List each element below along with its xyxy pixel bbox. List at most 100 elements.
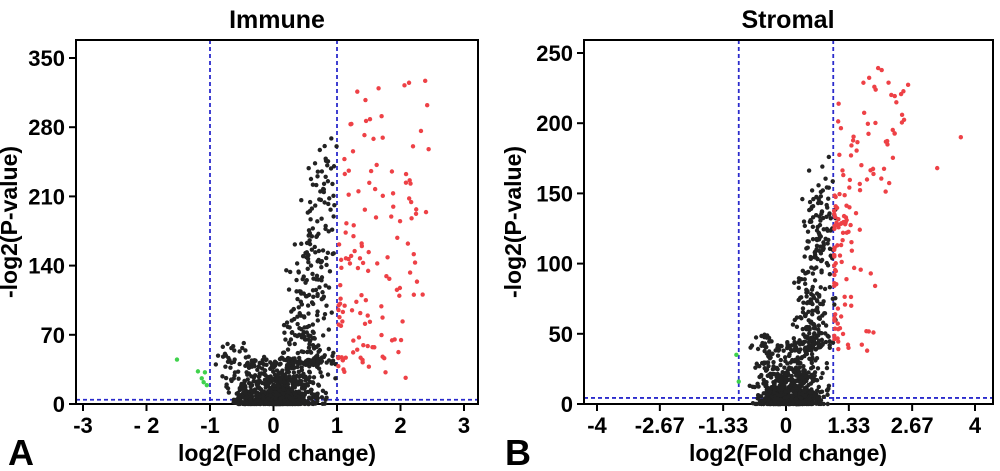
- up-regulated-point: [838, 242, 844, 248]
- not-significant-point: [810, 355, 815, 361]
- not-significant-point: [775, 353, 781, 358]
- not-significant-point: [282, 398, 287, 404]
- not-significant-point: [244, 394, 250, 399]
- not-significant-point: [291, 307, 296, 312]
- not-significant-point: [812, 373, 817, 378]
- up-regulated-point: [901, 117, 907, 123]
- not-significant-point: [810, 400, 815, 406]
- up-regulated-point: [362, 207, 368, 212]
- not-significant-point: [256, 385, 261, 391]
- y-tick-label: 50: [549, 322, 573, 347]
- up-regulated-point: [847, 177, 853, 183]
- not-significant-point: [324, 255, 329, 261]
- up-regulated-point: [857, 188, 863, 193]
- not-significant-point: [802, 281, 808, 287]
- not-significant-point: [811, 345, 816, 350]
- not-significant-point: [810, 301, 815, 307]
- not-significant-point: [804, 378, 809, 384]
- not-significant-point: [762, 366, 767, 371]
- not-significant-point: [271, 401, 276, 406]
- not-significant-point: [820, 247, 826, 253]
- up-regulated-point: [408, 199, 414, 205]
- not-significant-point: [295, 321, 300, 327]
- not-significant-point: [763, 384, 768, 389]
- up-regulated-point: [346, 192, 351, 197]
- not-significant-point: [305, 266, 310, 271]
- not-significant-point: [813, 212, 819, 218]
- not-significant-point: [821, 394, 826, 399]
- not-significant-point: [303, 294, 309, 299]
- not-significant-point: [292, 242, 298, 247]
- not-significant-point: [294, 373, 300, 379]
- up-regulated-point: [872, 84, 877, 90]
- up-regulated-point: [403, 171, 409, 177]
- not-significant-point: [817, 316, 823, 322]
- up-regulated-point: [879, 176, 884, 181]
- up-regulated-point: [384, 274, 389, 279]
- immune-plot-frame: [75, 39, 479, 405]
- not-significant-point: [813, 255, 819, 260]
- not-significant-point: [292, 341, 297, 347]
- not-significant-point: [826, 196, 831, 201]
- down-regulated-point: [736, 379, 741, 384]
- not-significant-point: [778, 362, 783, 368]
- up-regulated-point: [349, 308, 355, 313]
- not-significant-point: [802, 313, 808, 318]
- not-significant-point: [280, 395, 285, 400]
- not-significant-point: [297, 360, 302, 365]
- not-significant-point: [824, 202, 829, 208]
- not-significant-point: [797, 338, 802, 343]
- up-regulated-point: [837, 191, 842, 197]
- up-regulated-point: [868, 271, 873, 276]
- not-significant-point: [755, 346, 761, 352]
- not-significant-point: [797, 365, 803, 370]
- up-regulated-point: [380, 315, 385, 320]
- up-regulated-point: [397, 293, 402, 298]
- not-significant-point: [818, 189, 824, 195]
- up-regulated-point: [376, 86, 381, 91]
- up-regulated-point: [843, 220, 848, 225]
- not-significant-point: [303, 250, 308, 256]
- not-significant-point: [323, 397, 328, 402]
- not-significant-point: [254, 398, 260, 403]
- not-significant-point: [225, 341, 230, 347]
- not-significant-point: [263, 372, 268, 378]
- not-significant-point: [790, 322, 796, 327]
- not-significant-point: [325, 372, 331, 377]
- not-significant-point: [327, 196, 332, 201]
- up-regulated-point: [886, 180, 892, 186]
- not-significant-point: [804, 270, 810, 275]
- not-significant-point: [773, 378, 779, 383]
- not-significant-point: [267, 378, 272, 384]
- up-regulated-point: [859, 342, 865, 347]
- not-significant-point: [278, 377, 283, 383]
- not-significant-point: [262, 377, 268, 383]
- not-significant-point: [807, 331, 812, 336]
- not-significant-point: [296, 269, 301, 274]
- not-significant-point: [257, 360, 263, 366]
- up-regulated-point: [365, 313, 370, 318]
- not-significant-point: [262, 362, 267, 367]
- up-regulated-point: [889, 92, 894, 98]
- not-significant-point: [285, 356, 290, 362]
- not-significant-point: [294, 261, 300, 266]
- not-significant-point: [310, 399, 316, 405]
- y-tick-label: 70: [41, 323, 65, 348]
- not-significant-point: [776, 348, 781, 353]
- not-significant-point: [824, 185, 830, 190]
- up-regulated-point: [864, 177, 870, 182]
- not-significant-point: [790, 357, 795, 363]
- up-regulated-point: [840, 331, 846, 337]
- up-regulated-point: [832, 317, 837, 322]
- not-significant-point: [808, 254, 813, 260]
- not-significant-point: [277, 388, 283, 393]
- not-significant-point: [765, 360, 771, 365]
- up-regulated-point: [397, 285, 403, 291]
- not-significant-point: [810, 236, 816, 242]
- not-significant-point: [779, 387, 784, 392]
- up-regulated-point: [366, 249, 371, 255]
- not-significant-point: [810, 379, 816, 384]
- not-significant-point: [785, 340, 790, 345]
